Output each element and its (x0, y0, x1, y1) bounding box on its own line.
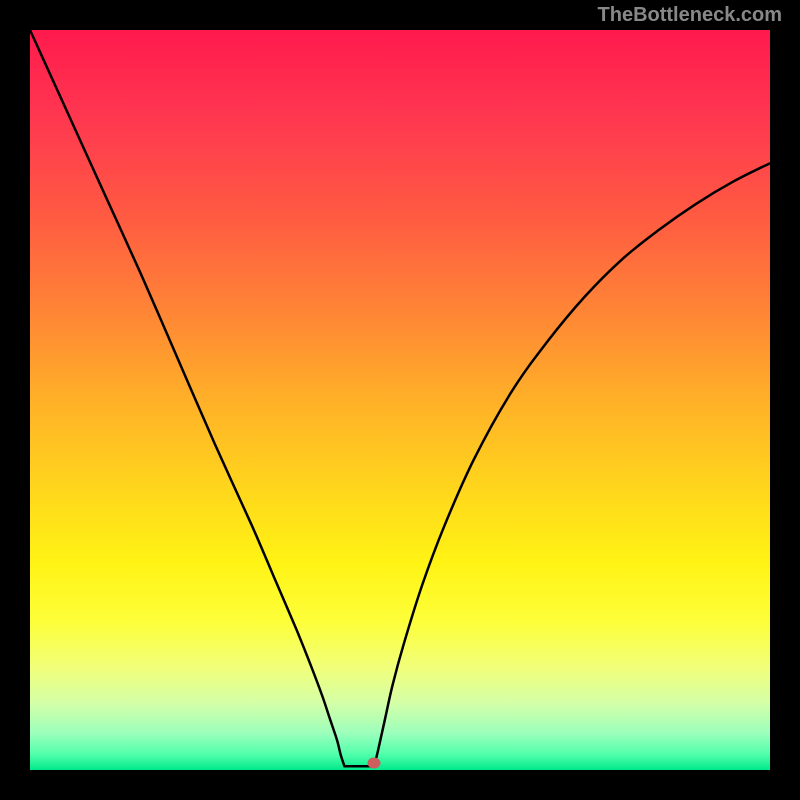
optimal-point-marker (368, 757, 381, 768)
bottleneck-curve (30, 30, 770, 770)
watermark-text: TheBottleneck.com (598, 4, 782, 27)
chart-plot-area (30, 30, 770, 770)
